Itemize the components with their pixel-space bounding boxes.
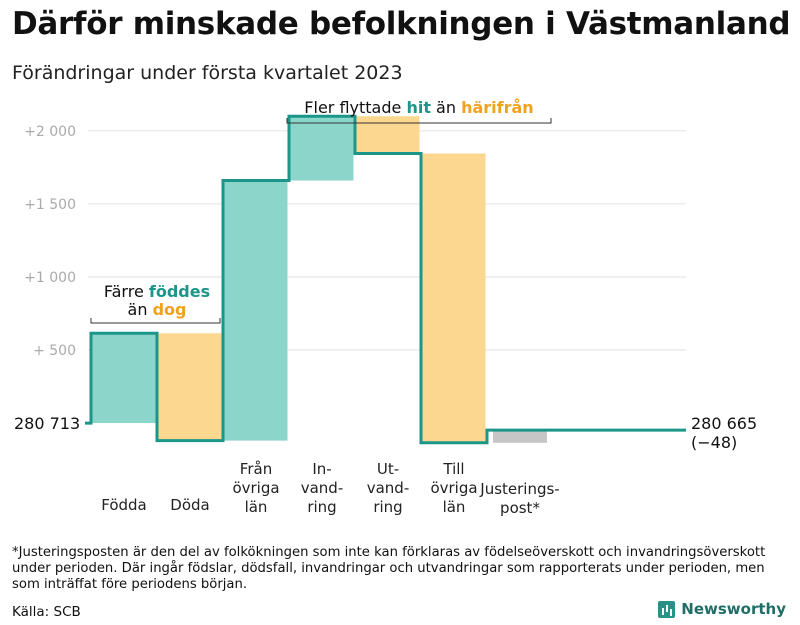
annotation-migration: Fler flyttade hit än härifrån [304, 98, 533, 117]
annotation-bracket [90, 318, 221, 324]
bar-increase [290, 116, 354, 181]
chart-title: Därför minskade befolkningen i Västmanla… [12, 6, 791, 42]
category-label: Ut-vand-ring [367, 460, 410, 516]
end-value-label: 280 665 [691, 414, 757, 433]
bar-decrease [422, 153, 486, 443]
category-label: In-vand-ring [301, 460, 344, 516]
step-line [85, 114, 686, 445]
newsworthy-icon [658, 600, 676, 618]
annotation-bracket [286, 118, 552, 124]
y-tick-label: +1 000 [24, 270, 76, 286]
annotation-births-line1: Färre föddes [104, 282, 210, 301]
footnote: *Justeringsposten är den del av folkökni… [12, 545, 766, 592]
bar-decrease [356, 116, 420, 154]
bar-increase [224, 180, 288, 441]
category-label: Justerings-post* [479, 480, 559, 517]
y-tick-label: + 500 [33, 343, 76, 359]
cumulative-step-line [85, 114, 686, 445]
waterfall-chart: +2 000 +1 500 +1 000 + 500 Födda Döda Från övri… [14, 98, 757, 517]
annotation-births-line2: än dog [128, 300, 187, 319]
category-label: Döda [170, 496, 209, 514]
bars [92, 116, 547, 443]
brand-logo: Newsworthy [658, 600, 786, 618]
category-label: Till övriga län [430, 460, 477, 516]
start-value-label: 280 713 [14, 414, 80, 433]
category-label: Från övriga län [232, 460, 279, 516]
bar-decrease [158, 333, 222, 441]
category-label: Födda [101, 496, 147, 514]
y-tick-label: +1 500 [24, 197, 76, 213]
end-change-label: (−48) [691, 433, 737, 452]
labels: +2 000 +1 500 +1 000 + 500 Födda Döda Från övri… [14, 98, 757, 517]
chart-subtitle: Förändringar under första kvartalet 2023 [12, 62, 403, 84]
bar-increase [92, 333, 156, 424]
brand-name: Newsworthy [681, 600, 786, 618]
bar-adjustment [493, 430, 547, 443]
source-label: Källa: SCB [12, 604, 81, 620]
y-tick-label: +2 000 [24, 124, 76, 140]
